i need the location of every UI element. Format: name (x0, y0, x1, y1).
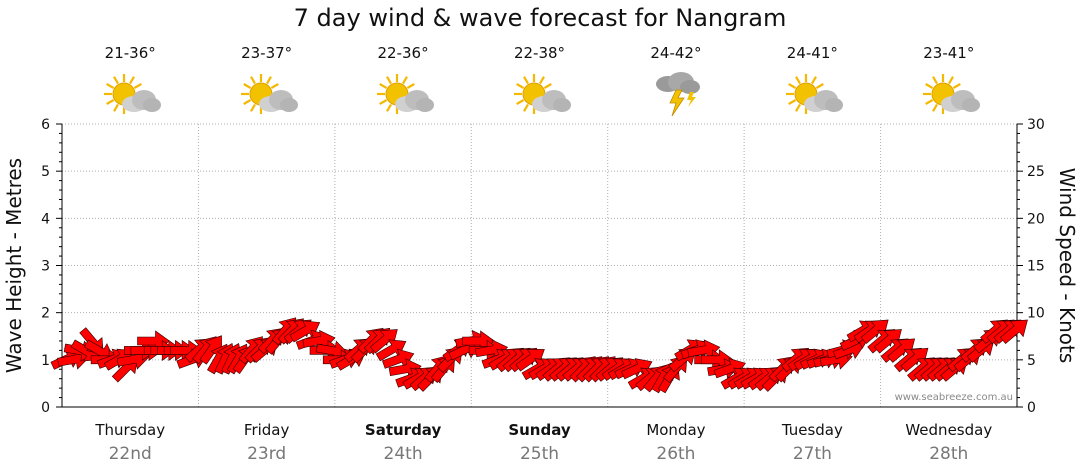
y-axis-title-right: Wind Speed - Knots (1055, 168, 1079, 364)
x-tick-label-date: 25th (520, 444, 559, 464)
y-tick-label-left: 6 (41, 117, 50, 133)
x-tick-label-date: 23rd (247, 444, 286, 464)
x-tick-label-day: Wednesday (905, 421, 992, 439)
y-tick-label-left: 4 (41, 211, 50, 227)
day-temperature: 24-41° (786, 44, 838, 62)
y-tick-label-left: 2 (41, 306, 50, 322)
day-temperature: 22-36° (377, 44, 429, 62)
y-tick-label-right: 5 (1027, 353, 1036, 369)
x-tick-label-day: Tuesday (781, 421, 843, 439)
y-tick-label-left: 3 (41, 259, 50, 275)
x-tick-label-day: Saturday (365, 421, 442, 439)
day-temperature: 22-38° (513, 44, 566, 62)
y-tick-label-right: 20 (1027, 211, 1045, 227)
partly-cloudy-sun-icon (377, 74, 435, 114)
y-tick-label-right: 10 (1027, 306, 1045, 322)
y-tick-label-left: 1 (41, 353, 50, 369)
x-tick-label-day: Monday (646, 421, 705, 439)
y-tick-label-right: 30 (1027, 117, 1045, 133)
x-tick-label-date: 24th (384, 444, 423, 464)
day-temperature: 23-37° (241, 44, 293, 62)
day-temperature: 24-42° (650, 44, 702, 62)
wind-arrows (50, 317, 1028, 394)
y-axis-title-left: Wave Height - Metres (2, 158, 26, 373)
partly-cloudy-sun-icon (240, 74, 298, 114)
x-tick-label-date: 26th (656, 444, 695, 464)
y-tick-label-right: 25 (1027, 164, 1045, 180)
y-tick-label-right: 15 (1027, 259, 1045, 275)
source-credit: www.seabreeze.com.au (895, 392, 1013, 403)
day-temperature: 23-41° (923, 44, 975, 62)
day-temperature: 21-36° (104, 44, 156, 62)
x-tick-label-date: 28th (929, 444, 968, 464)
x-tick-label-day: Thursday (94, 421, 165, 439)
partly-cloudy-sun-icon (786, 74, 844, 114)
x-tick-label-day: Friday (244, 421, 290, 439)
chart-title: 7 day wind & wave forecast for Nangram (293, 4, 787, 32)
partly-cloudy-sun-icon (104, 74, 162, 114)
partly-cloudy-sun-icon (513, 74, 571, 114)
partly-cloudy-sun-icon (922, 74, 980, 114)
y-tick-label-right: 0 (1027, 400, 1036, 416)
x-tick-label-date: 22nd (109, 444, 152, 464)
y-tick-label-left: 5 (41, 164, 50, 180)
thunderstorm-icon (655, 72, 700, 117)
x-tick-label-date: 27th (793, 444, 832, 464)
x-tick-label-day: Sunday (508, 421, 571, 439)
wind-arrow (999, 319, 1028, 344)
y-tick-label-left: 0 (41, 400, 50, 416)
